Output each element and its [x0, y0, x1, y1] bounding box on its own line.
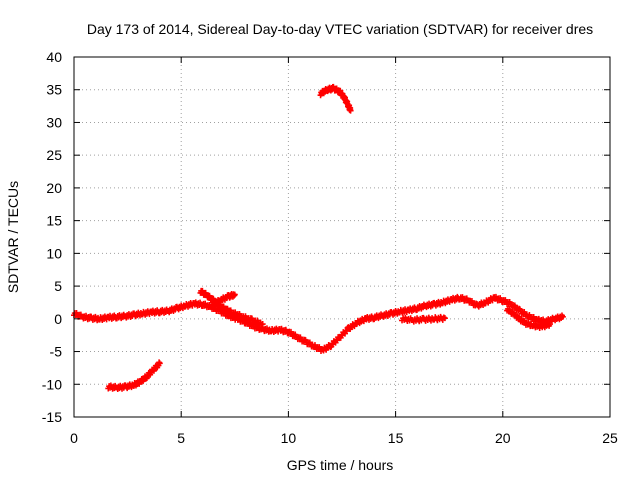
- y-tick-label: 25: [46, 147, 62, 163]
- y-tick-label: 35: [46, 82, 62, 98]
- chart-title: Day 173 of 2014, Sidereal Day-to-day VTE…: [87, 21, 593, 37]
- x-tick-label: 5: [177, 430, 185, 446]
- y-axis-label: SDTVAR / TECUs: [5, 181, 21, 293]
- y-tick-label: -5: [50, 344, 63, 360]
- x-axis-label: GPS time / hours: [287, 457, 394, 473]
- x-tick-label: 25: [602, 430, 618, 446]
- plot-frame: [73, 56, 611, 418]
- data-point: [156, 360, 163, 367]
- series-branch-2: [208, 291, 238, 311]
- x-tick-label: 10: [281, 430, 297, 446]
- series-midday-arc: [317, 83, 354, 114]
- grid: [74, 57, 610, 417]
- y-tick-label: 30: [46, 114, 62, 130]
- data-markers: [71, 83, 566, 393]
- data-point: [343, 328, 350, 335]
- series-morning-arc: [105, 359, 163, 393]
- series-branch-3: [399, 313, 448, 325]
- y-tick-label: 20: [46, 180, 62, 196]
- x-tick-label: 20: [495, 430, 511, 446]
- data-point: [441, 315, 448, 322]
- y-tick-label: -10: [42, 376, 62, 392]
- data-point: [559, 313, 566, 320]
- axis-ticks: 0 5 10 15 20 25 -15 -10 -5 0 5 10 15 20 25 30 35 40: [42, 49, 618, 446]
- data-point: [347, 107, 354, 114]
- data-point: [546, 321, 553, 328]
- data-point: [259, 321, 266, 328]
- y-tick-label: -15: [42, 409, 62, 425]
- x-tick-label: 15: [388, 430, 404, 446]
- series-branch-4: [504, 305, 553, 331]
- y-tick-label: 40: [46, 49, 62, 65]
- x-tick-label: 0: [70, 430, 78, 446]
- y-tick-label: 15: [46, 213, 62, 229]
- y-tick-label: 10: [46, 245, 62, 261]
- y-tick-label: 0: [54, 311, 62, 327]
- y-tick-label: 5: [54, 278, 62, 294]
- data-point: [231, 291, 238, 298]
